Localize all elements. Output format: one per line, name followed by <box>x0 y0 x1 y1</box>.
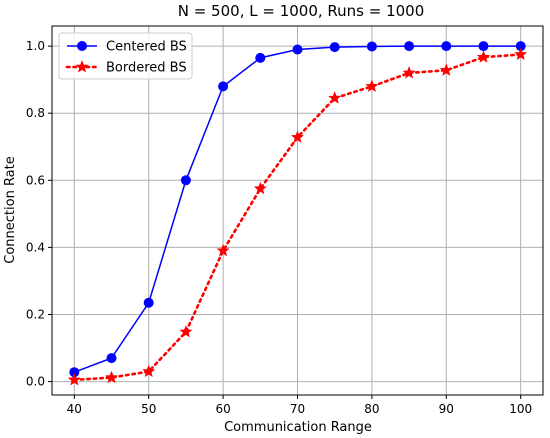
data-point <box>218 81 229 92</box>
x-tick-label: 100 <box>509 402 532 416</box>
y-tick-label: 0.0 <box>26 375 45 389</box>
data-point <box>514 47 528 61</box>
data-point <box>366 41 377 52</box>
y-tick-label: 1.0 <box>26 39 45 53</box>
x-tick-label: 90 <box>439 402 454 416</box>
data-point <box>439 63 453 76</box>
data-point <box>253 181 267 195</box>
data-point <box>291 130 304 143</box>
y-tick-label: 0.4 <box>26 240 45 254</box>
data-point <box>515 41 526 52</box>
data-point <box>328 91 342 104</box>
legend-label: Centered BS <box>106 40 187 55</box>
x-tick-label: 80 <box>364 402 379 416</box>
data-point <box>67 373 81 386</box>
legend-marker <box>77 41 87 51</box>
data-point <box>478 41 489 52</box>
y-axis-label: Connection Rate <box>3 156 18 264</box>
data-point <box>143 297 154 308</box>
y-tick-label: 0.2 <box>26 307 45 321</box>
legend: Centered BS Bordered BS <box>58 32 193 80</box>
data-point <box>365 79 379 92</box>
data-point <box>255 52 266 63</box>
legend-entry: Bordered BS <box>65 60 187 76</box>
ticks: 40 50 60 70 80 90 100 0.0 0.2 0.4 0.6 0.8 1.0 <box>26 39 532 416</box>
series-bordered <box>67 47 528 386</box>
data-point <box>106 353 117 364</box>
data-point <box>179 325 193 338</box>
chart-title: N = 500, L = 1000, Runs = 1000 <box>178 2 425 20</box>
x-tick-label: 40 <box>67 402 82 416</box>
data-point <box>402 66 416 79</box>
legend-marker <box>75 60 89 73</box>
grid <box>52 26 543 395</box>
data-point <box>329 42 340 53</box>
data-point <box>292 44 303 55</box>
data-point <box>216 243 230 257</box>
data-point <box>441 41 452 52</box>
data-point <box>142 364 156 378</box>
x-axis-label: Communication Range <box>224 420 372 435</box>
legend-label: Bordered BS <box>106 61 187 76</box>
data-point <box>105 370 119 384</box>
y-tick-label: 0.6 <box>26 173 45 187</box>
series-layer <box>67 41 528 386</box>
x-tick-label: 50 <box>141 402 156 416</box>
data-point <box>69 367 80 378</box>
series-centered <box>69 41 526 378</box>
legend-entry: Centered BS <box>67 40 187 55</box>
y-tick-label: 0.8 <box>26 106 45 120</box>
data-point <box>180 175 191 186</box>
x-tick-label: 60 <box>215 402 230 416</box>
x-tick-label: 70 <box>290 402 305 416</box>
data-point <box>404 41 415 52</box>
data-point <box>476 50 490 63</box>
